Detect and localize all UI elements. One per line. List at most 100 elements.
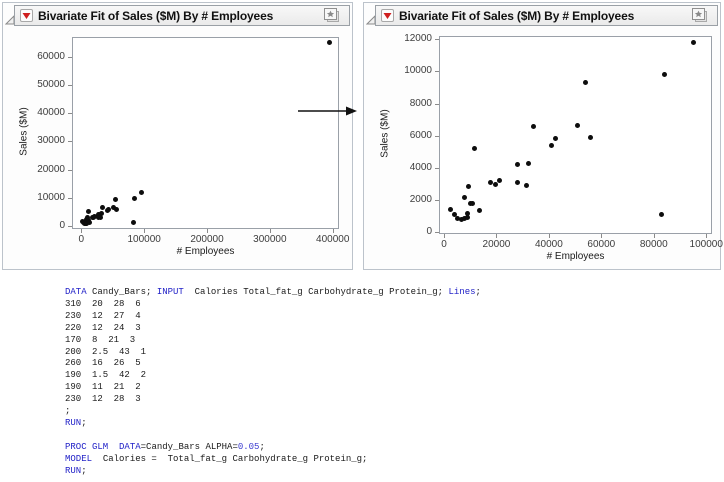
y-axis-tick xyxy=(435,168,439,169)
scatter-point[interactable] xyxy=(690,39,696,45)
scatter-point[interactable] xyxy=(461,195,467,201)
scatter-point[interactable] xyxy=(469,200,475,206)
x-axis-label: # Employees xyxy=(176,246,235,257)
scatter-point[interactable] xyxy=(659,212,665,218)
scatter-point[interactable] xyxy=(549,142,554,148)
scatter-point[interactable] xyxy=(138,190,144,196)
red-triangle-menu-button[interactable] xyxy=(381,9,394,22)
x-axis-tick xyxy=(706,234,708,238)
scatter-point[interactable] xyxy=(461,216,467,222)
scatter-point[interactable] xyxy=(530,124,536,130)
y-axis-tick xyxy=(68,56,72,58)
y-tick-label: 20000 xyxy=(37,163,65,175)
scatter-point[interactable] xyxy=(96,211,102,217)
scatter-point[interactable] xyxy=(487,179,493,185)
scatter-point[interactable] xyxy=(84,220,90,226)
x-axis-tick xyxy=(81,229,83,233)
bookmark-button[interactable] xyxy=(691,8,709,23)
scatter-point[interactable] xyxy=(583,80,589,86)
x-tick-label: 300000 xyxy=(253,234,287,245)
scatter-point[interactable] xyxy=(92,214,98,220)
scatter-point[interactable] xyxy=(525,161,531,167)
x-axis-tick xyxy=(269,229,271,233)
y-axis-tick xyxy=(68,85,72,87)
scatter-point[interactable] xyxy=(523,183,529,189)
y-tick-label: 60000 xyxy=(37,50,65,62)
x-tick-label: 0 xyxy=(78,234,85,245)
x-axis-tick xyxy=(496,234,498,238)
scatter-point[interactable] xyxy=(464,211,470,217)
scatter-point[interactable] xyxy=(131,195,137,201)
y-axis-tick xyxy=(68,141,72,143)
code-line: 260 16 26 5 xyxy=(65,358,141,369)
plot-area[interactable] xyxy=(72,37,339,229)
scatter-point[interactable] xyxy=(451,212,457,218)
code-line: RUN; xyxy=(65,417,87,428)
scatter-point[interactable] xyxy=(447,207,453,213)
y-axis-tick xyxy=(68,169,72,171)
scatter-point[interactable] xyxy=(465,214,471,220)
x-axis-tick xyxy=(548,234,550,238)
x-tick-label: 80000 xyxy=(639,239,668,250)
code-line: MODEL Calories = Total_fat_g Carbohydrat… xyxy=(65,453,368,464)
plot-area[interactable] xyxy=(439,36,712,234)
scatter-point[interactable] xyxy=(114,206,119,212)
x-tick-label: 60000 xyxy=(587,239,616,250)
x-tick-label: 100000 xyxy=(127,234,161,245)
scatter-point[interactable] xyxy=(476,208,482,214)
scatter-point[interactable] xyxy=(492,181,498,187)
scatter-point[interactable] xyxy=(327,40,333,46)
y-axis-tick xyxy=(435,39,439,41)
red-triangle-icon xyxy=(383,12,392,19)
code-line: ; xyxy=(65,406,71,417)
scatter-point[interactable] xyxy=(99,211,105,217)
scatter-point[interactable] xyxy=(496,177,502,183)
x-axis-tick xyxy=(332,229,334,233)
panel-title: Bivariate Fit of Sales ($M) By # Employe… xyxy=(399,8,635,23)
scatter-point[interactable] xyxy=(105,206,111,212)
y-tick-label: 4000 xyxy=(409,162,432,173)
y-tick-label: 2000 xyxy=(409,194,432,206)
y-tick-label: 12000 xyxy=(404,33,432,45)
scatter-point[interactable] xyxy=(515,179,521,185)
y-axis-tick xyxy=(435,232,439,234)
scatter-point[interactable] xyxy=(87,219,93,225)
y-tick-label: 50000 xyxy=(37,79,65,91)
code-line: 200 2.5 43 1 xyxy=(65,346,147,357)
code-line: 170 8 21 3 xyxy=(65,334,136,345)
scatter-point[interactable] xyxy=(455,216,461,222)
scatter-point[interactable] xyxy=(575,122,581,128)
x-axis-tick xyxy=(443,234,445,238)
scatter-point[interactable] xyxy=(465,184,471,189)
scatter-point[interactable] xyxy=(458,217,464,222)
scatter-point[interactable] xyxy=(98,215,104,221)
code-line xyxy=(65,430,481,442)
scatter-point[interactable] xyxy=(112,197,118,203)
scatter-point[interactable] xyxy=(661,72,667,78)
y-tick-label: 0 xyxy=(426,226,432,238)
code-line: 230 12 28 3 xyxy=(65,394,141,405)
code-line: 220 12 24 3 xyxy=(65,322,141,333)
x-axis-tick xyxy=(207,229,208,233)
code-line: 310 20 28 6 xyxy=(65,298,141,309)
scatter-point[interactable] xyxy=(84,215,90,221)
x-axis-label: # Employees xyxy=(546,251,605,262)
code-line: 190 1.5 42 2 xyxy=(65,370,147,381)
panel-header: Bivariate Fit of Sales ($M) By # Employe… xyxy=(375,5,718,26)
scatter-point[interactable] xyxy=(100,204,106,210)
scatter-point[interactable] xyxy=(472,146,478,152)
scatter-point[interactable] xyxy=(86,208,92,214)
scatter-point[interactable] xyxy=(130,220,136,226)
scatter-point[interactable] xyxy=(552,135,558,141)
red-triangle-menu-button[interactable] xyxy=(20,9,33,22)
bookmark-button[interactable] xyxy=(323,8,341,23)
sas-code-editor[interactable]: DATA Candy_Bars; INPUT Calories Total_fa… xyxy=(65,287,481,478)
scatter-point[interactable] xyxy=(110,204,116,210)
y-axis-tick xyxy=(435,103,439,105)
scatter-point[interactable] xyxy=(514,162,520,168)
x-tick-label: 200000 xyxy=(190,234,224,245)
scatter-plot-left: Sales ($M) # Employees 0 10000 20000 30000 4… xyxy=(3,3,352,269)
scatter-point[interactable] xyxy=(588,134,594,140)
x-tick-label: 100000 xyxy=(689,239,723,250)
y-axis-tick xyxy=(435,71,439,73)
